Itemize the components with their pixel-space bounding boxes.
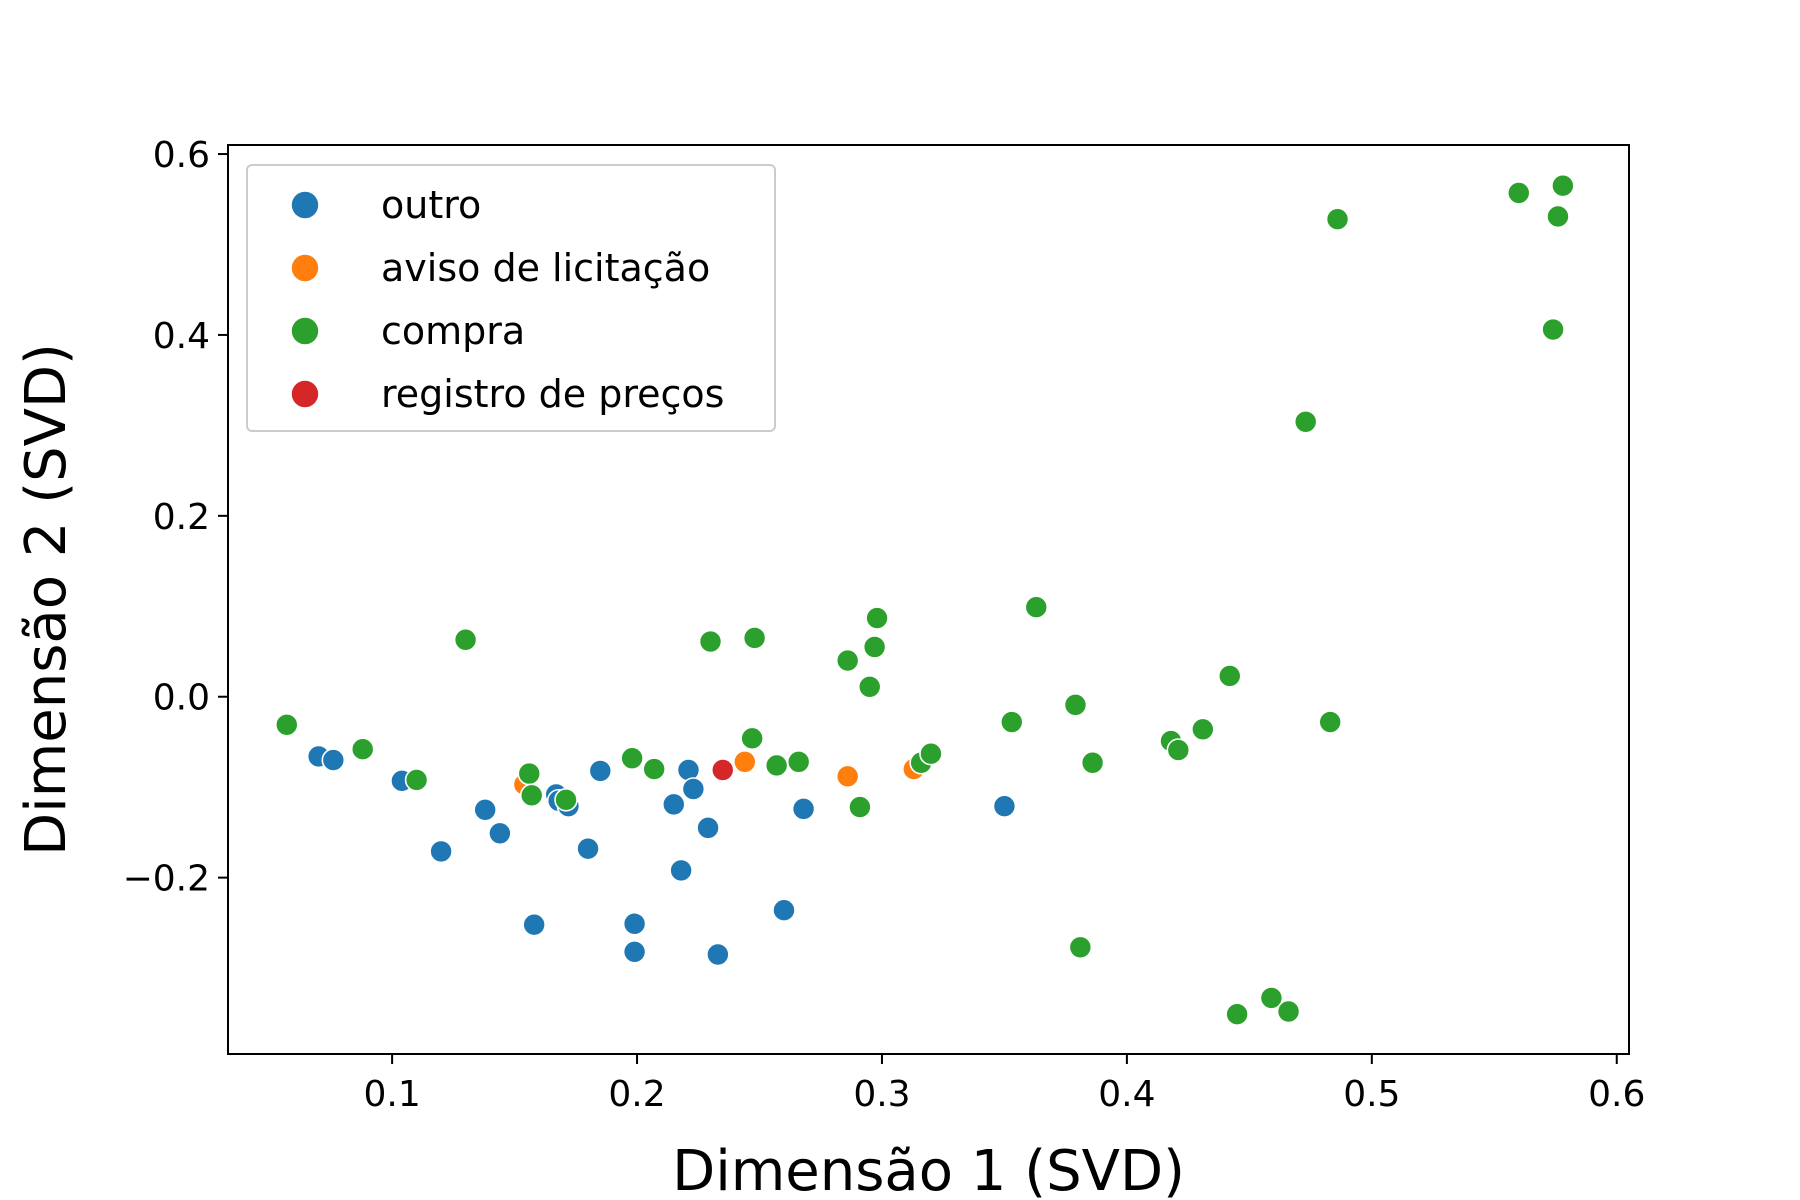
data-point xyxy=(698,629,723,654)
data-point xyxy=(1551,173,1575,198)
data-point xyxy=(519,783,544,808)
data-point xyxy=(835,648,860,673)
data-point xyxy=(791,797,816,821)
plot-frame xyxy=(227,144,1630,1055)
legend: outro aviso de licitação compra registro de… xyxy=(246,164,776,432)
legend-label: compra xyxy=(381,309,525,353)
data-point xyxy=(992,794,1017,818)
x-tick-label: 0.3 xyxy=(853,1074,910,1115)
x-axis-ticks: 0.1 0.2 0.3 0.4 0.5 0.6 xyxy=(363,1054,1645,1115)
y-tick-label: 0.0 xyxy=(153,678,210,719)
data-point xyxy=(1318,710,1342,734)
legend-marker xyxy=(290,190,320,220)
x-axis-label: Dimensão 1 (SVD) xyxy=(672,1139,1185,1200)
y-tick-label: −0.2 xyxy=(123,859,210,900)
y-tick-label: 0.4 xyxy=(153,316,210,357)
data-point xyxy=(740,726,764,751)
data-point xyxy=(473,797,497,822)
data-point xyxy=(1063,693,1088,717)
data-point xyxy=(681,777,706,801)
legend-label: registro de preços xyxy=(381,372,724,416)
data-point xyxy=(848,795,872,819)
data-point xyxy=(1166,738,1191,762)
data-point xyxy=(710,758,735,782)
data-point xyxy=(453,627,478,652)
data-point xyxy=(1217,664,1242,688)
data-point xyxy=(696,816,720,840)
data-point xyxy=(764,753,789,778)
data-point xyxy=(1506,181,1531,205)
data-point xyxy=(1325,207,1350,231)
data-point xyxy=(274,712,299,737)
x-tick-label: 0.5 xyxy=(1343,1074,1400,1115)
x-tick-label: 0.6 xyxy=(1588,1074,1645,1115)
y-tick-label: 0.6 xyxy=(153,135,210,176)
data-point xyxy=(1546,204,1570,229)
data-point xyxy=(622,939,647,964)
data-point xyxy=(706,942,730,967)
data-point xyxy=(429,839,453,864)
data-point xyxy=(1259,986,1284,1010)
legend-label: aviso de licitação xyxy=(381,246,710,290)
data-point xyxy=(786,750,811,774)
legend-marker xyxy=(290,379,320,409)
y-axis-label: Dimensão 2 (SVD) xyxy=(14,343,79,856)
data-point xyxy=(772,898,796,922)
data-point xyxy=(522,912,546,937)
x-tick-label: 0.1 xyxy=(363,1074,420,1115)
data-point xyxy=(588,759,613,783)
data-point xyxy=(404,768,429,792)
legend-marker xyxy=(290,316,320,346)
data-point xyxy=(1293,409,1318,434)
data-point xyxy=(620,746,644,771)
data-point xyxy=(321,748,346,772)
y-tick-label: 0.2 xyxy=(153,497,210,538)
data-point xyxy=(835,764,860,789)
data-point xyxy=(622,911,647,936)
data-point xyxy=(488,821,512,846)
data-point xyxy=(669,858,693,883)
data-point xyxy=(661,792,686,817)
data-point xyxy=(1024,595,1049,619)
legend-label: outro xyxy=(381,183,481,227)
data-point xyxy=(350,737,375,761)
legend-box xyxy=(246,164,776,432)
data-point xyxy=(1276,999,1301,1024)
data-point xyxy=(576,836,600,861)
x-tick-label: 0.2 xyxy=(608,1074,665,1115)
data-point xyxy=(742,626,767,650)
data-point xyxy=(1191,717,1215,742)
data-point xyxy=(554,788,578,812)
data-point xyxy=(1225,1002,1249,1027)
data-point xyxy=(919,741,943,766)
data-point xyxy=(862,635,887,659)
x-tick-label: 0.4 xyxy=(1098,1074,1155,1115)
data-point xyxy=(733,750,757,774)
data-point xyxy=(857,674,882,699)
data-point xyxy=(1068,935,1093,960)
y-axis-ticks: 0.6 0.4 0.2 0.0 −0.2 xyxy=(123,135,228,900)
data-point xyxy=(517,761,542,786)
data-point xyxy=(999,710,1024,734)
data-point xyxy=(1080,750,1105,775)
legend-marker xyxy=(290,253,320,283)
data-point xyxy=(865,606,889,630)
data-point xyxy=(642,757,666,781)
points-layer xyxy=(274,173,1575,1027)
data-point xyxy=(1541,317,1565,342)
